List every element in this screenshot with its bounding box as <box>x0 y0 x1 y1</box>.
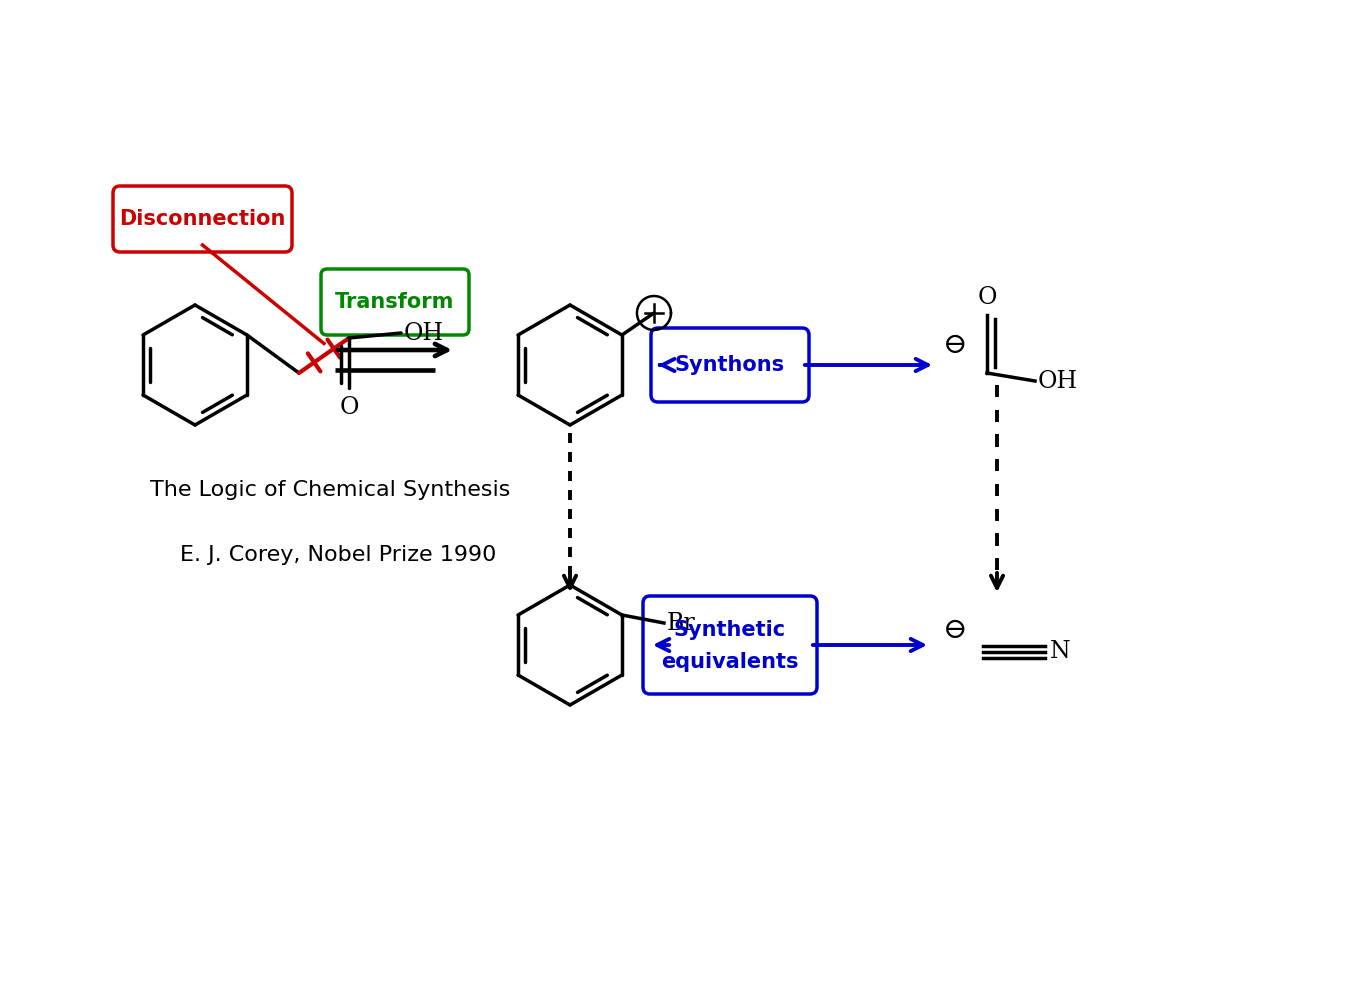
Text: Br: Br <box>667 612 695 635</box>
Text: O: O <box>339 396 359 419</box>
Text: OH: OH <box>1038 369 1077 392</box>
FancyBboxPatch shape <box>321 269 469 335</box>
Text: O: O <box>978 286 997 309</box>
Text: Synthons: Synthons <box>675 355 785 375</box>
FancyBboxPatch shape <box>113 186 292 252</box>
Text: OH: OH <box>404 322 444 345</box>
Text: Transform: Transform <box>335 292 455 312</box>
Text: E. J. Corey, Nobel Prize 1990: E. J. Corey, Nobel Prize 1990 <box>180 545 496 565</box>
Text: equivalents: equivalents <box>662 652 799 672</box>
Text: ⊖: ⊖ <box>943 616 967 644</box>
Text: Disconnection: Disconnection <box>120 209 285 229</box>
FancyBboxPatch shape <box>643 596 816 694</box>
Text: ⊖: ⊖ <box>943 331 967 359</box>
FancyBboxPatch shape <box>651 328 808 402</box>
Text: N: N <box>1050 641 1071 664</box>
Text: Synthetic: Synthetic <box>674 620 785 640</box>
Text: The Logic of Chemical Synthesis: The Logic of Chemical Synthesis <box>151 480 510 500</box>
